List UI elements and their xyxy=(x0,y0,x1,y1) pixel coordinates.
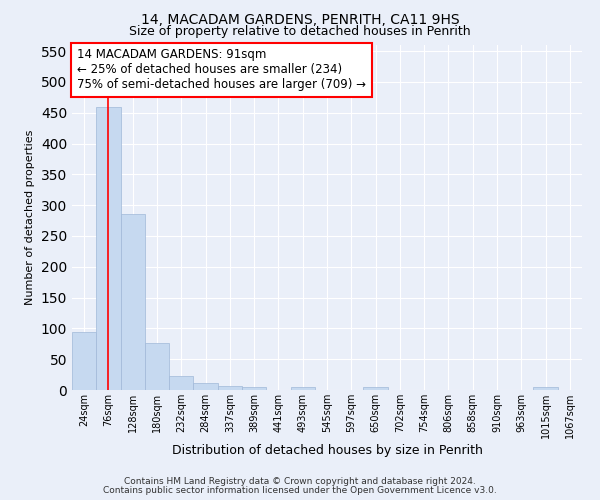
Bar xyxy=(242,387,266,390)
Text: 14 MACADAM GARDENS: 91sqm
← 25% of detached houses are smaller (234)
75% of semi: 14 MACADAM GARDENS: 91sqm ← 25% of detac… xyxy=(77,48,366,92)
Bar xyxy=(218,386,242,390)
Bar xyxy=(364,387,388,390)
Text: Contains public sector information licensed under the Open Government Licence v3: Contains public sector information licen… xyxy=(103,486,497,495)
Bar xyxy=(96,106,121,390)
Bar xyxy=(145,343,169,390)
Text: Contains HM Land Registry data © Crown copyright and database right 2024.: Contains HM Land Registry data © Crown c… xyxy=(124,477,476,486)
Bar xyxy=(169,376,193,390)
Bar xyxy=(193,383,218,390)
Text: Size of property relative to detached houses in Penrith: Size of property relative to detached ho… xyxy=(129,25,471,38)
Bar xyxy=(533,387,558,390)
X-axis label: Distribution of detached houses by size in Penrith: Distribution of detached houses by size … xyxy=(172,444,482,456)
Y-axis label: Number of detached properties: Number of detached properties xyxy=(25,130,35,305)
Bar xyxy=(290,387,315,390)
Text: 14, MACADAM GARDENS, PENRITH, CA11 9HS: 14, MACADAM GARDENS, PENRITH, CA11 9HS xyxy=(140,12,460,26)
Bar xyxy=(72,332,96,390)
Bar xyxy=(121,214,145,390)
